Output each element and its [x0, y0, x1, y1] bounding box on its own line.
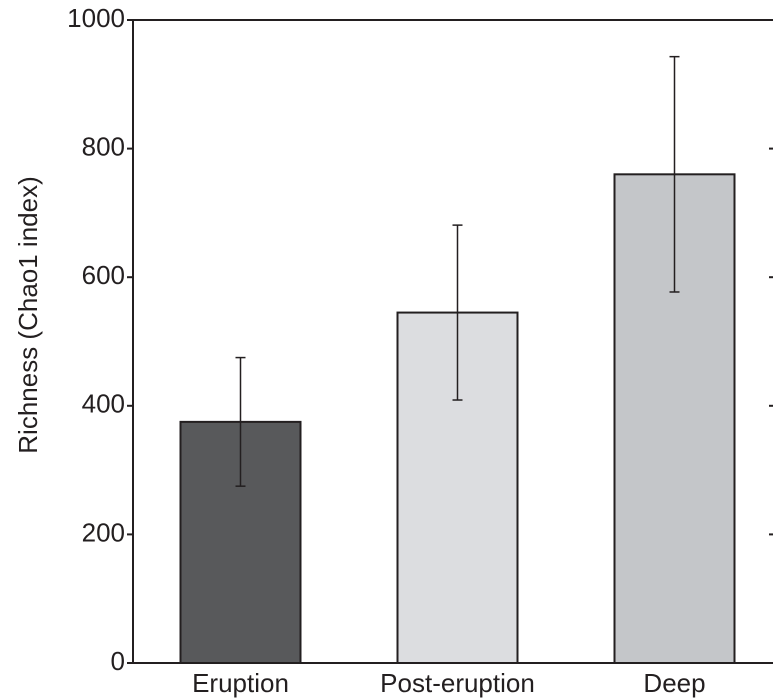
x-tick-label: Eruption: [192, 668, 289, 698]
x-tick-label: Post-eruption: [380, 668, 535, 698]
y-axis-label: Richness (Chao1 index): [13, 176, 43, 453]
x-tick-label: Deep: [643, 668, 705, 698]
y-tick-label: 400: [82, 389, 125, 419]
y-tick-label: 1000: [67, 3, 125, 33]
y-tick-label: 600: [82, 260, 125, 290]
y-tick-label: 0: [111, 646, 125, 676]
y-tick-label: 200: [82, 517, 125, 547]
y-tick-label: 800: [82, 131, 125, 161]
